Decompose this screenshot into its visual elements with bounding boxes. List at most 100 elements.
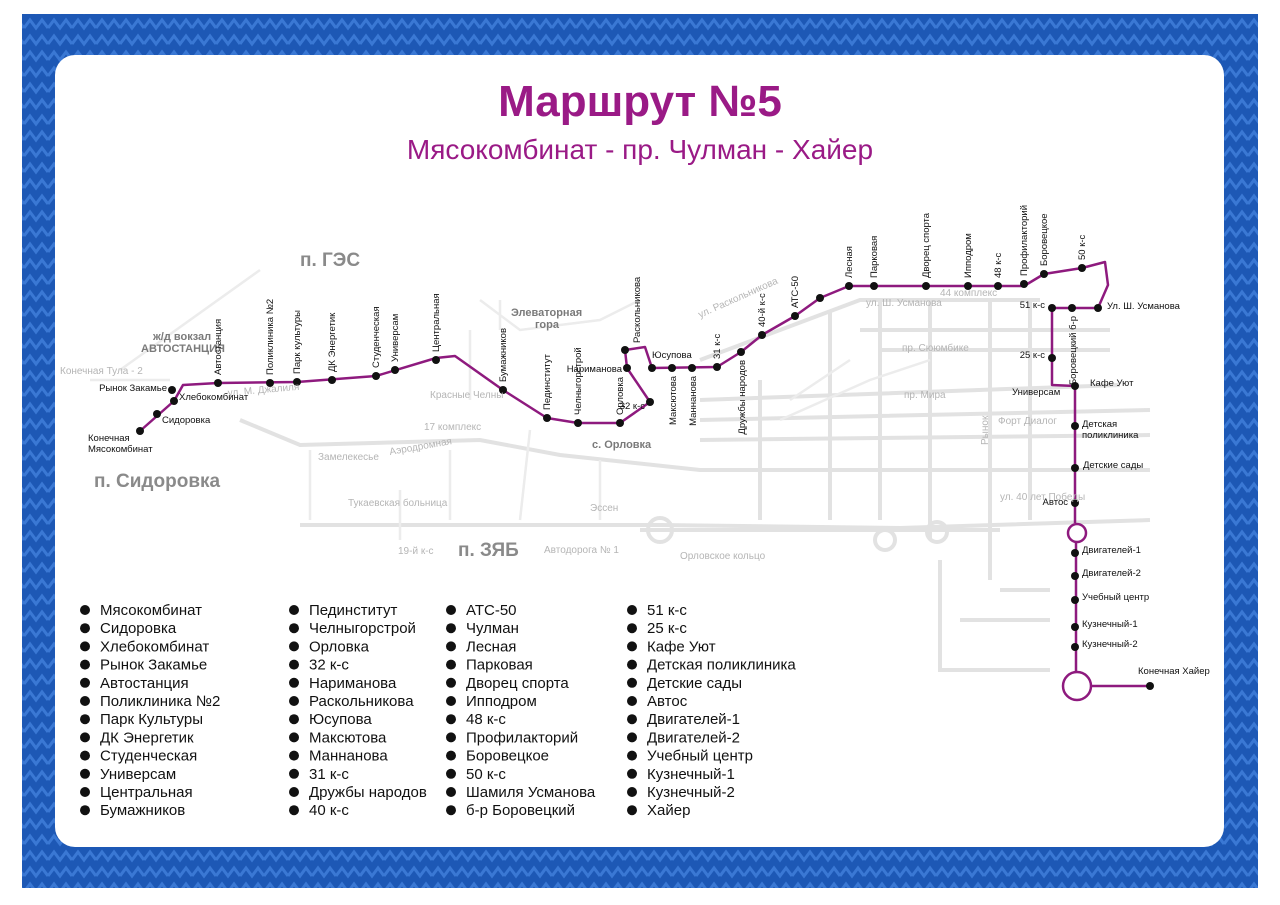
stop-dot <box>646 398 654 406</box>
stop-list-item: 50 к-с <box>466 766 506 783</box>
street-label: 17 комплекс <box>424 422 481 433</box>
stop-list-item: Дружбы народов <box>309 784 427 801</box>
stop-list-item: Хлебокомбинат <box>100 638 209 655</box>
bullet <box>80 659 90 670</box>
bullet <box>446 677 456 688</box>
bullet <box>446 659 456 670</box>
stop-list-item: Раскольникова <box>309 693 414 710</box>
stop-list-item: АТС-50 <box>466 602 517 619</box>
bullet <box>289 787 299 797</box>
stop-label: Нариманова <box>567 364 623 375</box>
street-label: Замелекесье <box>318 452 379 463</box>
stop-dot <box>668 364 676 372</box>
bullet <box>627 641 637 652</box>
stop-list-item: 31 к-с <box>309 766 349 783</box>
bullet <box>80 805 90 816</box>
stop-dot <box>758 331 766 339</box>
bullet <box>446 768 456 779</box>
bullet <box>627 696 637 706</box>
stop-label: Конечная Хайер <box>1138 666 1210 677</box>
stop-dot <box>994 282 1002 290</box>
stop-dot <box>1071 596 1079 604</box>
bullet <box>627 732 637 743</box>
stop-list-item: Кузнечный-2 <box>647 784 735 801</box>
bullet <box>289 696 299 706</box>
stop-list-item: Дворец спорта <box>466 675 569 692</box>
panel <box>55 55 1224 847</box>
street-label: Тукаевская больница <box>348 497 448 509</box>
bullet <box>289 677 299 688</box>
place-label: с. Орловка <box>592 439 652 451</box>
stop-label: Юсупова <box>652 350 692 361</box>
stop-label: 32 к-с <box>620 401 646 412</box>
stop-dot <box>499 386 507 394</box>
stop-dot <box>737 348 745 356</box>
stop-dot <box>1020 280 1028 288</box>
stop-dot <box>293 378 301 386</box>
stop-list-item: Маннанова <box>309 748 388 765</box>
bullet <box>446 732 456 743</box>
stop-list-item: Пединститут <box>309 602 397 619</box>
stop-list-item: Рынок Закамье <box>100 657 207 674</box>
bullet <box>446 641 456 652</box>
stop-label: Ипподром <box>963 233 974 278</box>
stop-label: Пединститут <box>542 353 553 410</box>
stop-label: Универсам <box>1012 387 1060 398</box>
stop-label: Студенческая <box>371 306 382 368</box>
stop-label: Парк культуры <box>292 310 303 374</box>
stop-list-item: Максютова <box>309 729 387 746</box>
stop-dot <box>964 282 972 290</box>
bullet <box>80 732 90 743</box>
district-label: п. ГЭС <box>300 250 360 271</box>
stop-label: Лесная <box>844 246 855 278</box>
bullet <box>627 623 637 634</box>
stop-dot <box>170 397 178 405</box>
stop-list-item: Ипподром <box>466 693 537 710</box>
street-label: Форт Диалог <box>998 416 1057 427</box>
place-label: АВТОСТАНЦИЯ <box>141 343 225 355</box>
stop-dot <box>214 379 222 387</box>
stop-label: Рынок Закамье <box>99 383 167 394</box>
bullet <box>80 714 90 725</box>
bullet <box>289 641 299 652</box>
stop-label: Конечная <box>88 433 130 444</box>
stop-list-item: Сидоровка <box>100 620 177 637</box>
bullet <box>289 714 299 725</box>
street-label: Рынок <box>980 415 991 445</box>
stop-list-item: Кафе Уют <box>647 638 716 655</box>
bullet <box>627 805 637 816</box>
stop-label: Боровецкое <box>1039 213 1050 266</box>
stop-label: поликлиника <box>1082 430 1139 441</box>
stop-label: Детские сады <box>1083 460 1143 471</box>
stop-label: Парковая <box>869 236 880 278</box>
bullet <box>627 750 637 761</box>
bullet <box>627 787 637 797</box>
stop-label: Раскольникова <box>632 276 643 343</box>
bullet <box>80 696 90 706</box>
stop-label: Бумажников <box>498 328 509 382</box>
district-label: п. ЗЯБ <box>458 540 519 561</box>
stop-label: Кафе Уют <box>1090 378 1134 389</box>
stop-list-item: Орловка <box>309 638 370 655</box>
stop-dot <box>616 419 624 427</box>
bullet <box>289 805 299 816</box>
bullet <box>289 750 299 761</box>
stop-list-item: Центральная <box>100 784 193 801</box>
stop-list-item: Двигателей-2 <box>647 729 740 746</box>
stop-label: Универсам <box>390 314 401 362</box>
stop-dot <box>648 364 656 372</box>
stop-list-item: Студенческая <box>100 748 197 765</box>
bullet <box>80 605 90 615</box>
bullet <box>627 677 637 688</box>
district-label: п. Сидоровка <box>94 471 221 492</box>
stop-dot <box>713 363 721 371</box>
street-label: Эссен <box>590 503 618 514</box>
stop-list-item: Лесная <box>466 638 516 655</box>
stop-dot <box>845 282 853 290</box>
stop-label: Мясокомбинат <box>88 444 153 455</box>
stop-label: Хлебокомбинат <box>179 392 249 403</box>
stop-list-item: 40 к-с <box>309 802 349 819</box>
bullet <box>446 605 456 615</box>
place-label: Элеваторная <box>511 307 582 319</box>
